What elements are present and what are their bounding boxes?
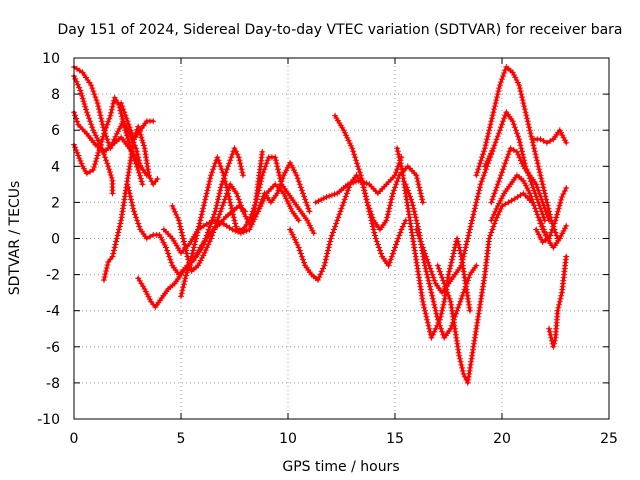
series-trace-25 bbox=[537, 217, 570, 251]
y-tick-label: 10 bbox=[42, 51, 60, 67]
y-tick-label: -2 bbox=[46, 268, 60, 284]
series-trace-20 bbox=[473, 64, 561, 242]
x-tick-label: 25 bbox=[600, 431, 618, 447]
series-markers bbox=[332, 112, 426, 233]
x-tick-label: 0 bbox=[70, 431, 79, 447]
series-markers bbox=[255, 159, 313, 215]
series-markers bbox=[546, 253, 570, 350]
y-tick-label: -8 bbox=[46, 376, 60, 392]
series-markers bbox=[488, 145, 553, 224]
y-tick-label: 0 bbox=[51, 232, 60, 248]
series-trace-6 bbox=[118, 100, 157, 143]
y-tick-label: 8 bbox=[51, 87, 60, 103]
series-trace-2 bbox=[71, 73, 116, 197]
chart-title: Day 151 of 2024, Sidereal Day-to-day VTE… bbox=[57, 22, 622, 38]
series-markers bbox=[178, 154, 317, 300]
series-trace-24 bbox=[531, 127, 570, 146]
series-trace-21 bbox=[481, 109, 548, 224]
y-tick-label: 4 bbox=[51, 159, 60, 175]
x-tick-label: 5 bbox=[177, 431, 186, 447]
series-trace-12 bbox=[255, 159, 313, 215]
x-tick-label: 15 bbox=[386, 431, 404, 447]
y-tick-label: -10 bbox=[37, 412, 60, 428]
y-tick-label: -6 bbox=[46, 340, 60, 356]
y-tick-label: 6 bbox=[51, 123, 60, 139]
x-tick-label: 10 bbox=[279, 431, 297, 447]
series-trace-15 bbox=[332, 112, 426, 233]
x-tick-label: 20 bbox=[493, 431, 511, 447]
series-trace-22 bbox=[488, 145, 553, 224]
series-markers bbox=[312, 154, 405, 206]
y-tick-label: -4 bbox=[46, 304, 60, 320]
axis-ticks: 0 5 10 15 20 25 -10 -8 -6 -4 -2 0 2 4 6 8 10 bbox=[37, 51, 618, 447]
series-trace-10 bbox=[178, 154, 317, 300]
series-markers bbox=[473, 64, 561, 242]
plot-area bbox=[71, 64, 570, 386]
series-markers bbox=[531, 127, 570, 146]
x-axis-label: GPS time / hours bbox=[282, 459, 399, 475]
series-trace-27 bbox=[546, 253, 570, 350]
series-trace-19 bbox=[434, 190, 535, 386]
series-trace-26 bbox=[533, 185, 570, 246]
y-tick-label: 2 bbox=[51, 195, 60, 211]
y-axis-label: SDTVAR / TECUs bbox=[7, 181, 23, 296]
series-markers bbox=[434, 190, 535, 386]
series-markers bbox=[118, 100, 157, 143]
series-markers bbox=[533, 185, 570, 246]
